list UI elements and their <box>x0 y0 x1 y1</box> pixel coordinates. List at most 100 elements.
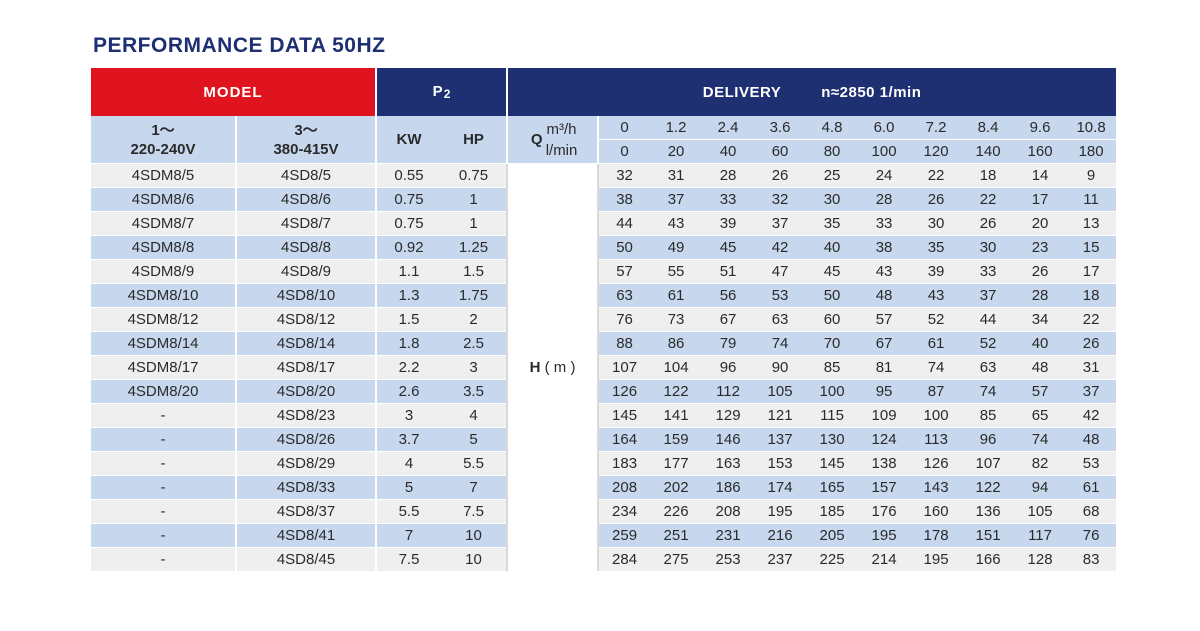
head-value: 115 <box>806 403 859 428</box>
power-kw: 1.3 <box>375 283 442 308</box>
model-single-phase: 4SDM8/17 <box>91 355 236 380</box>
flow-m3h-value: 9.6 <box>1014 116 1067 140</box>
flow-lmin-value: 140 <box>962 139 1015 164</box>
power-kw: 1.1 <box>375 259 442 284</box>
head-value: 44 <box>598 211 651 236</box>
table-row: -4SD8/33 5 7 208 202 186 174 165 157 143 122 94 61 <box>91 475 1117 500</box>
model-single-phase: - <box>91 427 236 452</box>
head-value: 100 <box>910 403 963 428</box>
head-value: 57 <box>858 307 911 332</box>
head-value: 112 <box>702 379 755 404</box>
head-value: 32 <box>754 187 807 212</box>
model-single-phase: - <box>91 475 236 500</box>
table-row: 4SDM8/9 4SD8/9 1.1 1.5 57 55 51 47 45 43 39 33 26 17 <box>91 259 1117 284</box>
power-hp: 1.75 <box>441 283 508 308</box>
head-value: 176 <box>858 499 911 524</box>
flow-lmin-value: 60 <box>754 139 807 164</box>
model-three-phase: 4SD8/8 <box>234 235 377 260</box>
table-row: 4SDM8/10 4SD8/10 1.3 1.75 63 61 56 53 50 48 43 37 28… <box>91 283 1117 308</box>
head-value: 28 <box>702 163 755 188</box>
model-single-phase: - <box>91 451 236 476</box>
model-three-phase: 4SD8/10 <box>234 283 377 308</box>
head-value: 9 <box>1066 163 1117 188</box>
power-hp: 5 <box>441 427 508 452</box>
head-value: 44 <box>962 307 1015 332</box>
power-kw: 1.8 <box>375 331 442 356</box>
head-value: 18 <box>962 163 1015 188</box>
head-value: 205 <box>806 523 859 548</box>
head-value: 195 <box>858 523 911 548</box>
model-three-phase: 4SD8/12 <box>234 307 377 332</box>
head-value: 67 <box>702 307 755 332</box>
head-value: 32 <box>598 163 651 188</box>
table-row: 4SDM8/5 4SD8/5 0.55 0.75 H ( m ) 32 31 28 26 25 24… <box>91 163 1117 571</box>
head-value: 22 <box>910 163 963 188</box>
three-phase-line1: 3～ <box>294 121 318 139</box>
table-row: -4SD8/26 3.7 5 164 159 146 137 130 124 113 96 74 48 <box>91 427 1117 452</box>
head-value: 195 <box>910 547 963 571</box>
head-value: 117 <box>1014 523 1067 548</box>
flow-m3h-value: 2.4 <box>702 116 755 140</box>
head-value: 128 <box>1014 547 1067 571</box>
head-value: 74 <box>910 355 963 380</box>
single-phase-line1: 1～ <box>151 121 175 139</box>
flow-m3h-value: 8.4 <box>962 116 1015 140</box>
unit-m3h: m³/h <box>546 120 577 138</box>
head-value: 166 <box>962 547 1015 571</box>
head-value: 42 <box>754 235 807 260</box>
head-value: 30 <box>910 211 963 236</box>
head-value: 43 <box>910 283 963 308</box>
table-row: 4SDM8/6 4SD8/6 0.75 1 38 37 33 32 30 28 26 22 17 11 <box>91 187 1117 212</box>
head-value: 164 <box>598 427 651 452</box>
head-value: 56 <box>702 283 755 308</box>
model-single-phase: 4SDM8/20 <box>91 379 236 404</box>
head-value: 24 <box>858 163 911 188</box>
head-value: 129 <box>702 403 755 428</box>
head-value: 45 <box>702 235 755 260</box>
head-value: 18 <box>1066 283 1117 308</box>
power-kw: 4 <box>375 451 442 476</box>
table-row: 4SDM8/17 4SD8/17 2.2 3 107 104 96 90 85 81 74 63 48 3… <box>91 355 1117 380</box>
head-value: 43 <box>858 259 911 284</box>
flow-lmin-value: 160 <box>1014 139 1067 164</box>
head-value: 38 <box>598 187 651 212</box>
hp-header: HP <box>441 116 508 164</box>
head-value: 143 <box>910 475 963 500</box>
head-value: 31 <box>1066 355 1117 380</box>
flow-m3h-value: 7.2 <box>910 116 963 140</box>
head-value: 85 <box>806 355 859 380</box>
head-value: 22 <box>1066 307 1117 332</box>
head-label-h: H <box>529 359 541 376</box>
head-value: 130 <box>806 427 859 452</box>
performance-table: MODEL P2 DELIVERY n≈2850 1/min 1～ 220-240V… <box>91 68 1117 571</box>
flow-lmin-value: 120 <box>910 139 963 164</box>
head-value: 67 <box>858 331 911 356</box>
head-value: 251 <box>650 523 703 548</box>
head-value: 26 <box>962 211 1015 236</box>
head-value: 25 <box>806 163 859 188</box>
model-single-phase: - <box>91 523 236 548</box>
power-kw: 2.2 <box>375 355 442 380</box>
single-phase-line2: 220-240V <box>130 140 196 158</box>
head-value: 137 <box>754 427 807 452</box>
head-value: 40 <box>806 235 859 260</box>
head-value: 35 <box>806 211 859 236</box>
head-value: 178 <box>910 523 963 548</box>
head-value: 76 <box>1066 523 1117 548</box>
table-row: -4SD8/37 5.5 7.5 234 226 208 195 185 176 160 136 10… <box>91 499 1117 524</box>
head-value: 160 <box>910 499 963 524</box>
head-value: 70 <box>806 331 859 356</box>
model-three-phase: 4SD8/17 <box>234 355 377 380</box>
power-hp: 1 <box>441 187 508 212</box>
head-value: 48 <box>858 283 911 308</box>
head-value: 100 <box>806 379 859 404</box>
model-single-phase: 4SDM8/7 <box>91 211 236 236</box>
power-kw: 0.75 <box>375 187 442 212</box>
flow-lmin-value: 180 <box>1066 139 1117 164</box>
head-value: 26 <box>754 163 807 188</box>
head-value: 61 <box>650 283 703 308</box>
head-value: 234 <box>598 499 651 524</box>
table-row: 4SDM8/8 4SD8/8 0.92 1.25 50 49 45 42 40 38 35 30 23 1… <box>91 235 1117 260</box>
model-three-phase: 4SD8/37 <box>234 499 377 524</box>
model-single-phase: 4SDM8/8 <box>91 235 236 260</box>
